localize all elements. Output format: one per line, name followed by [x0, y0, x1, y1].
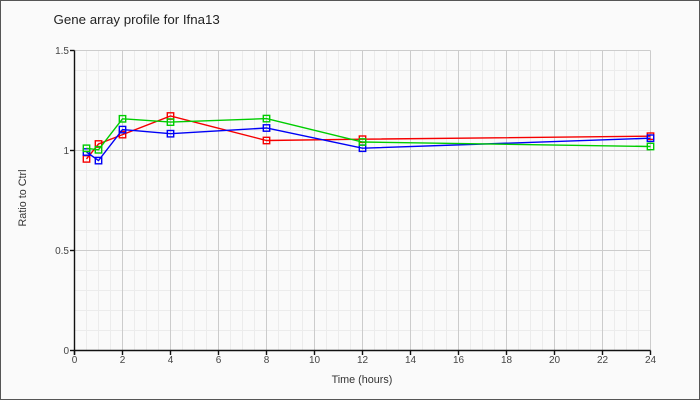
svg-text:Ratio to Ctrl: Ratio to Ctrl [17, 170, 29, 227]
svg-text:12: 12 [357, 355, 369, 366]
svg-text:Time (hours): Time (hours) [332, 374, 393, 386]
svg-text:0.5: 0.5 [55, 246, 69, 257]
svg-text:Gene array profile for Ifna13: Gene array profile for Ifna13 [54, 12, 220, 27]
svg-text:6: 6 [216, 355, 222, 366]
svg-text:0: 0 [72, 355, 78, 366]
svg-text:24: 24 [645, 355, 657, 366]
svg-text:14: 14 [405, 355, 417, 366]
svg-text:8: 8 [264, 355, 270, 366]
svg-text:0: 0 [63, 346, 69, 357]
svg-text:1: 1 [63, 146, 69, 157]
svg-text:2: 2 [120, 355, 126, 366]
svg-text:4: 4 [168, 355, 174, 366]
svg-text:10: 10 [309, 355, 321, 366]
svg-text:1.5: 1.5 [55, 46, 69, 57]
svg-text:22: 22 [597, 355, 609, 366]
svg-text:18: 18 [501, 355, 513, 366]
svg-text:16: 16 [453, 355, 465, 366]
svg-text:20: 20 [549, 355, 561, 366]
